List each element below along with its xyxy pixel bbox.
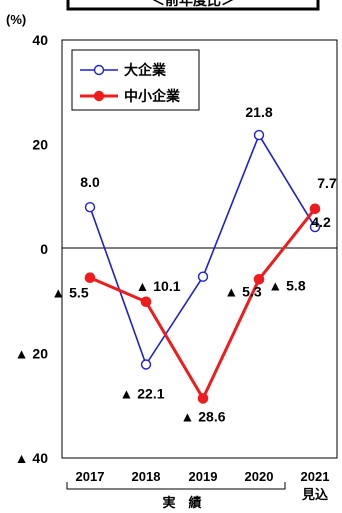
x-tick-sublabel: 見込 xyxy=(301,487,329,502)
y-tick-label: 40 xyxy=(32,32,48,48)
data-point xyxy=(309,221,321,233)
y-tick-label: ▲ 20 xyxy=(15,346,49,362)
y-axis-unit: (%) xyxy=(6,12,26,27)
data-point xyxy=(309,203,321,215)
title-box xyxy=(66,0,320,11)
data-label: ▲ 5.8 xyxy=(268,277,305,293)
y-tick-label: 20 xyxy=(32,137,48,153)
legend xyxy=(71,49,200,111)
data-label: 21.8 xyxy=(245,104,272,120)
data-label: ▲ 10.1 xyxy=(136,278,181,294)
x-tick-label: 2017 xyxy=(76,469,105,484)
data-label: ▲ 5.5 xyxy=(51,285,88,301)
data-label: ▲ 5.3 xyxy=(224,284,261,300)
legend-label-1: 大企業 xyxy=(124,62,167,78)
data-label: ▲ 28.6 xyxy=(181,408,226,424)
actuals-group-label: 実 績 xyxy=(162,495,201,510)
y-tick-label: ▲ 40 xyxy=(15,450,49,466)
data-label: 7.7 xyxy=(317,175,337,191)
data-point xyxy=(84,201,96,213)
data-point xyxy=(84,272,96,284)
legend-marker-2 xyxy=(93,90,105,102)
data-point xyxy=(140,359,152,370)
data-label: 4.2 xyxy=(311,214,331,230)
legend-marker-1 xyxy=(93,64,105,76)
data-label: ▲ 22.1 xyxy=(120,385,165,401)
legend-label-2: 中小企業 xyxy=(124,88,181,104)
data-point xyxy=(197,271,209,282)
x-tick-label: 2021 xyxy=(301,469,330,484)
actuals-bracket xyxy=(66,482,286,490)
x-tick-label: 2020 xyxy=(245,469,274,484)
data-point xyxy=(140,296,152,308)
y-tick-label: 0 xyxy=(40,241,48,257)
x-tick-label: 2018 xyxy=(132,469,161,484)
data-point xyxy=(197,393,209,404)
chart-title: ＜前年度比＞ xyxy=(151,0,235,8)
data-point xyxy=(253,274,265,285)
plot-frame xyxy=(61,39,338,459)
data-label: 8.0 xyxy=(80,174,100,190)
x-tick-label: 2019 xyxy=(189,469,218,484)
data-point xyxy=(253,129,265,141)
